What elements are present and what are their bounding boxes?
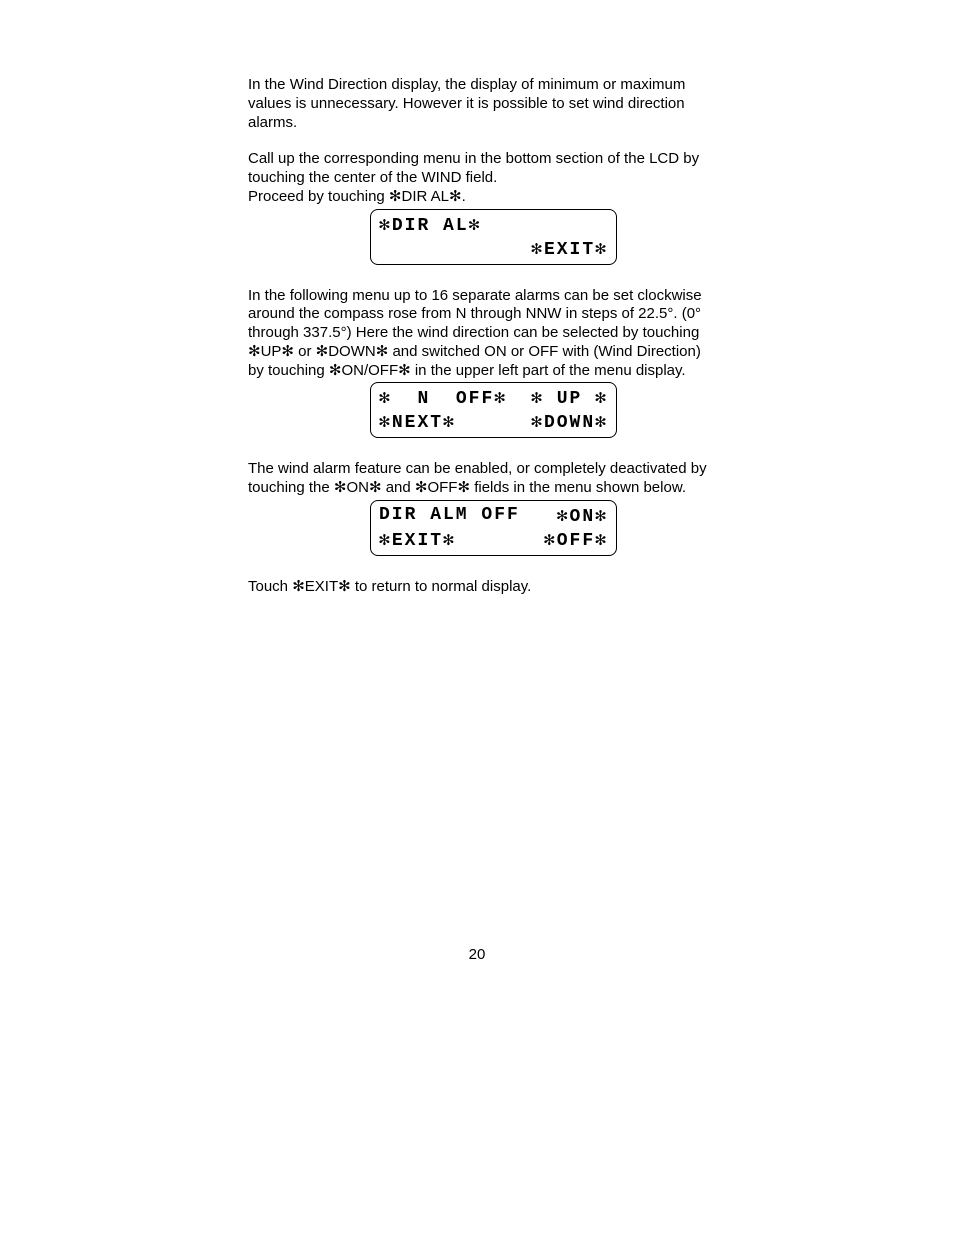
paragraph-1: In the Wind Direction display, the displ… [248, 76, 710, 132]
lcd2-top-left[interactable]: ✻ N OFF✻ [379, 387, 507, 409]
paragraph-2: Call up the corresponding menu in the bo… [248, 150, 710, 206]
lcd2-top-right[interactable]: ✻ UP ✻ [531, 387, 608, 409]
paragraph-5: Touch ✻EXIT✻ to return to normal display… [248, 578, 710, 597]
paragraph-3: In the following menu up to 16 separate … [248, 287, 710, 381]
lcd2-row-bottom: ✻NEXT✻ ✻DOWN✻ [379, 411, 608, 433]
paragraph-4: The wind alarm feature can be enabled, o… [248, 460, 710, 498]
page: In the Wind Direction display, the displ… [0, 0, 954, 1235]
lcd-menu-2: ✻ N OFF✻ ✻ UP ✻ ✻NEXT✻ ✻DOWN✻ [370, 382, 617, 438]
lcd3-bottom-right[interactable]: ✻OFF✻ [544, 529, 608, 551]
lcd1-row-top: ✻DIR AL✻ [379, 214, 608, 236]
lcd1-bottom-right[interactable]: ✻EXIT✻ [531, 238, 608, 260]
lcd3-row-bottom: ✻EXIT✻ ✻OFF✻ [379, 529, 608, 551]
content-column: In the Wind Direction display, the displ… [248, 76, 710, 615]
lcd-menu-3: DIR ALM OFF ✻ON✻ ✻EXIT✻ ✻OFF✻ [370, 500, 617, 556]
lcd1-top-left[interactable]: ✻DIR AL✻ [379, 214, 481, 236]
lcd1-row-bottom: ✻EXIT✻ [379, 238, 608, 260]
page-number: 20 [0, 946, 954, 963]
lcd3-row-top: DIR ALM OFF ✻ON✻ [379, 505, 608, 527]
lcd3-top-left: DIR ALM OFF [379, 505, 520, 527]
lcd3-bottom-left[interactable]: ✻EXIT✻ [379, 529, 456, 551]
lcd3-top-right[interactable]: ✻ON✻ [557, 505, 608, 527]
lcd2-row-top: ✻ N OFF✻ ✻ UP ✻ [379, 387, 608, 409]
lcd2-bottom-right[interactable]: ✻DOWN✻ [531, 411, 608, 433]
lcd-menu-1: ✻DIR AL✻ ✻EXIT✻ [370, 209, 617, 265]
lcd2-bottom-left[interactable]: ✻NEXT✻ [379, 411, 456, 433]
